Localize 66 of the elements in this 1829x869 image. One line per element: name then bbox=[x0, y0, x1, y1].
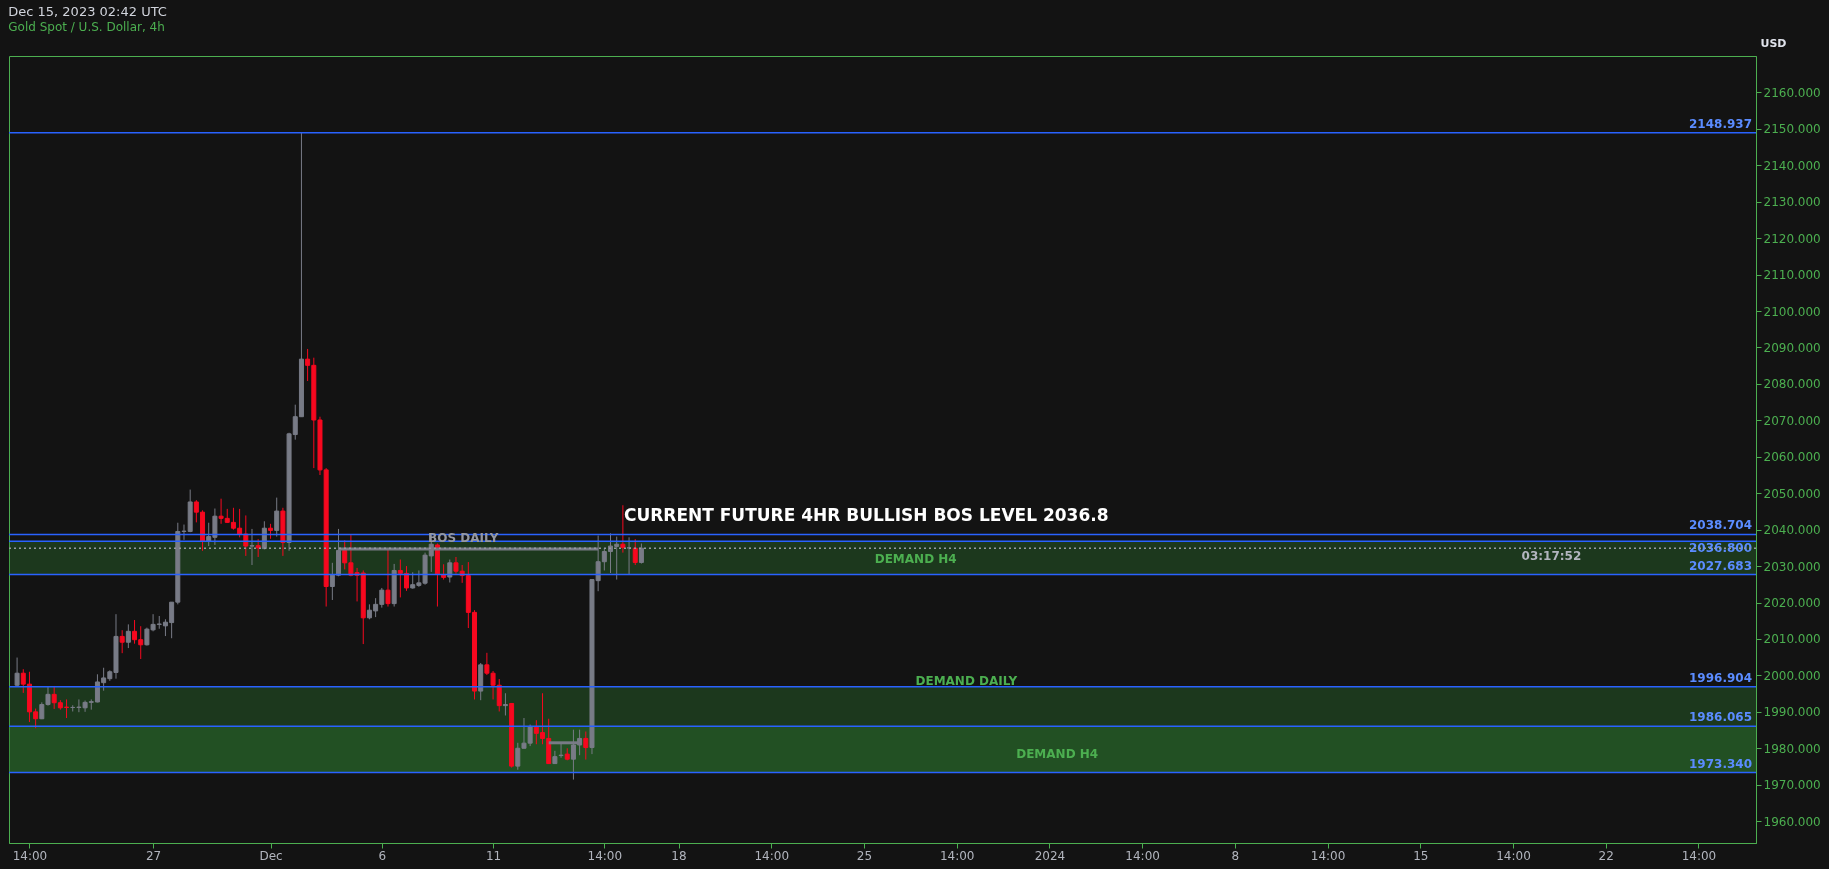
x-tick-label: Dec bbox=[259, 848, 283, 863]
y-tick-label: 2050.000 bbox=[1763, 486, 1821, 501]
x-tick-label: 14:00 bbox=[1681, 848, 1717, 863]
x-tick-label: 22 bbox=[1598, 848, 1614, 863]
y-tick-label: 2130.000 bbox=[1763, 195, 1821, 210]
x-tick-label: 11 bbox=[485, 848, 502, 863]
y-tick-label: 2120.000 bbox=[1763, 231, 1821, 246]
x-tick-label: 27 bbox=[145, 848, 162, 863]
candlestick bbox=[14, 657, 20, 688]
y-tick-label: 2040.000 bbox=[1763, 523, 1821, 538]
candlestick bbox=[119, 629, 125, 654]
y-tick-label: 2160.000 bbox=[1763, 85, 1821, 100]
ref-line-label: 1996.904 bbox=[1688, 670, 1752, 685]
x-tick-label: 14:00 bbox=[1310, 848, 1346, 863]
y-tick-label: 2030.000 bbox=[1763, 559, 1821, 574]
ref-line-label: 2038.704 bbox=[1688, 518, 1752, 533]
x-tick-label: 6 bbox=[378, 848, 387, 863]
candlestick bbox=[274, 497, 280, 538]
y-tick-label: 2020.000 bbox=[1763, 596, 1821, 611]
annotation: DEMAND DAILY bbox=[915, 673, 1018, 688]
annotation: DEMAND H4 bbox=[1016, 747, 1099, 762]
x-tick-label: 14:00 bbox=[12, 848, 48, 863]
x-tick-label: 18 bbox=[671, 848, 687, 863]
x-tick-label: 14:00 bbox=[754, 848, 790, 863]
y-tick-label: 1970.000 bbox=[1763, 778, 1821, 793]
candlestick bbox=[249, 528, 255, 566]
y-tick-label: 2060.000 bbox=[1763, 450, 1821, 465]
x-tick-label: 8 bbox=[1231, 848, 1240, 863]
y-tick-label: 2110.000 bbox=[1763, 268, 1821, 283]
chart-title: Dec 15, 2023 02:42 UTC bbox=[8, 4, 167, 19]
y-tick-label: 2150.000 bbox=[1763, 122, 1821, 137]
y-tick-label: 2070.000 bbox=[1763, 413, 1821, 428]
x-tick-label: 14:00 bbox=[1496, 848, 1531, 863]
candlestick bbox=[125, 623, 131, 649]
candlestick bbox=[638, 543, 644, 565]
ref-line-label: 1973.340 bbox=[1688, 756, 1752, 771]
x-tick-label: 25 bbox=[856, 848, 873, 863]
y-tick-label: 2010.000 bbox=[1763, 632, 1821, 647]
candlestick bbox=[620, 504, 626, 554]
annotation: 03:17:52 bbox=[1521, 548, 1582, 563]
candlestick bbox=[385, 548, 391, 608]
ref-line-label: 1986.065 bbox=[1688, 710, 1752, 725]
x-tick-label: 14:00 bbox=[587, 848, 623, 863]
candlestick bbox=[502, 692, 508, 716]
y-tick-label: 1960.000 bbox=[1763, 814, 1821, 829]
chart-subtitle: Gold Spot / U.S. Dollar, 4h bbox=[8, 20, 165, 34]
y-tick-label: 1990.000 bbox=[1763, 705, 1821, 720]
x-tick-label: 14:00 bbox=[939, 848, 975, 863]
ref-line-label: 2148.937 bbox=[1688, 116, 1752, 131]
y-tick-label: 2140.000 bbox=[1763, 158, 1821, 173]
candlestick bbox=[632, 538, 638, 566]
ref-line-label: 2036.800 bbox=[1688, 541, 1752, 556]
annotation: DEMAND H4 bbox=[874, 551, 957, 566]
y-tick-label: 2090.000 bbox=[1763, 340, 1821, 355]
x-tick-label: 2024 bbox=[1034, 848, 1066, 863]
x-tick-label: 15 bbox=[1413, 848, 1429, 863]
y-axis-title: USD bbox=[1760, 36, 1787, 50]
candlestick bbox=[583, 731, 589, 761]
y-tick-label: 1980.000 bbox=[1763, 741, 1821, 756]
y-tick-label: 2100.000 bbox=[1763, 304, 1821, 319]
ref-line-label: 2027.683 bbox=[1688, 558, 1752, 573]
x-tick-label: 14:00 bbox=[1125, 848, 1160, 863]
annotation: CURRENT FUTURE 4HR BULLISH BOS LEVEL 2036.8 bbox=[623, 505, 1109, 526]
y-tick-label: 2080.000 bbox=[1763, 377, 1821, 392]
candlestick bbox=[447, 559, 453, 583]
y-tick-label: 2000.000 bbox=[1763, 668, 1821, 683]
